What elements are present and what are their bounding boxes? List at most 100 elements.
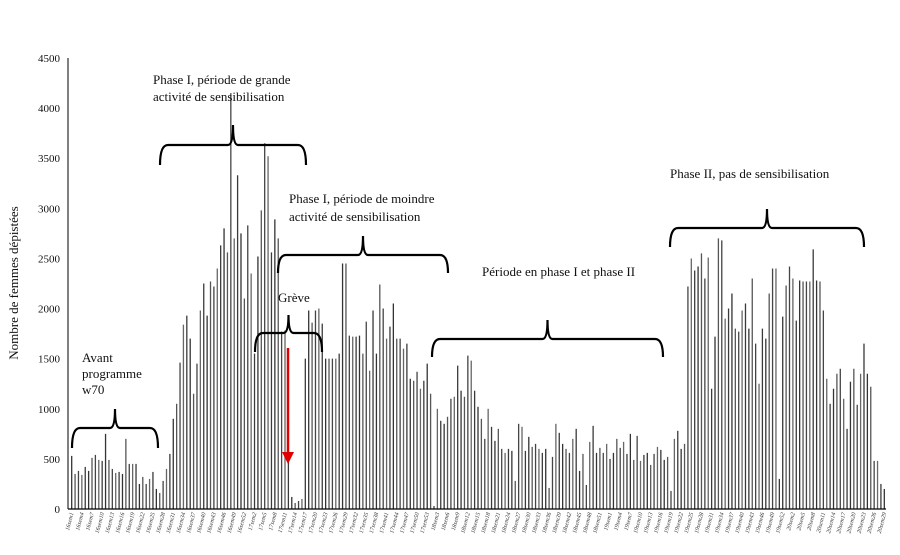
x-tick-label: 20sem20: [846, 512, 857, 534]
x-tick-label: 16sem40: [195, 512, 207, 534]
annotation-phase1-moindre-line2: activité de sensibilisation: [289, 209, 421, 224]
annotation-avant-line3: w70: [82, 382, 104, 397]
x-tick-label: 16sem46: [216, 512, 228, 534]
x-tick-label: 18sem51: [593, 512, 604, 534]
red-arrow: [282, 348, 294, 464]
x-tick-label: 19sem52: [775, 512, 786, 534]
x-tick-label: 17sem44: [388, 512, 400, 534]
x-tick-label: 17sem53: [420, 512, 431, 534]
annotation-phase1-grande-line1: Phase I, période de grande: [153, 72, 291, 87]
x-tick-label: 16sem22: [135, 512, 146, 534]
annotation-phase2: Phase II, pas de sensibilisation: [670, 166, 830, 181]
x-tick-label: 18sem39: [552, 512, 563, 534]
x-tick-label: 19sem13: [643, 512, 654, 534]
x-tick-label: 17sem32: [349, 512, 360, 534]
x-tick-label: 16sem16: [115, 512, 126, 534]
x-tick-label: 16sem25: [146, 512, 157, 534]
x-tick-label: 18sem45: [571, 512, 583, 534]
x-tick-label: 16sem43: [206, 512, 218, 534]
x-tick-label: 18sem24: [500, 512, 512, 534]
brace-phase1-grande: [158, 124, 308, 166]
x-tick-label: 18sem15: [471, 512, 482, 534]
x-tick-label: 18sem21: [491, 512, 502, 534]
y-tick-label: 4000: [38, 103, 61, 115]
x-tick-label: 19sem49: [764, 512, 776, 534]
x-tick-label: 18sem27: [511, 511, 523, 534]
x-tick-label: 18sem36: [542, 512, 553, 534]
x-tick-label: 19sem43: [744, 512, 756, 534]
x-tick-label: 16sem19: [125, 512, 136, 534]
x-tick-label: 17sem8: [268, 512, 279, 531]
x-tick-label: 17sem26: [328, 512, 339, 534]
x-tick-label: 17sem41: [378, 512, 390, 534]
brace-greve: [253, 314, 324, 353]
x-tick-label: 20sem14: [825, 512, 837, 534]
x-tick-label: 16sem34: [175, 512, 187, 534]
x-tick-label: 20sem5: [796, 512, 807, 531]
x-tick-label: 17sem14: [287, 512, 299, 534]
x-tick-label: 18sem12: [460, 512, 471, 534]
y-axis-label: Nombre de femmes dépistées: [6, 206, 21, 359]
x-tick-label: 19sem1: [603, 512, 614, 531]
x-tick-label: 16sem28: [156, 512, 167, 534]
y-tick-label: 1000: [38, 404, 61, 416]
x-tick-label: 17sem35: [359, 512, 370, 534]
x-tick-label: 16sem10: [95, 512, 106, 534]
x-tick-label: 19sem37: [725, 511, 737, 534]
x-tick-label: 20sem26: [867, 512, 878, 534]
x-tick-label: 16sem4: [74, 512, 86, 532]
x-tick-label: 20sem8: [807, 512, 818, 531]
annotation-phase1-moindre-line1: Phase I, période de moindre: [289, 191, 435, 206]
x-tick-label: 16sem13: [105, 512, 116, 534]
annotation-avant-line1: Avant: [82, 350, 113, 365]
x-tick-label: 19sem28: [694, 512, 705, 534]
x-tick-label: 19sem25: [684, 512, 695, 534]
x-tick-label: 20sem29: [877, 512, 888, 534]
x-tick-label: 17sem5: [258, 512, 269, 531]
x-tick-label: 18sem3: [431, 512, 442, 531]
x-tick-label: 17sem17: [298, 511, 310, 534]
x-tick-label: 18sem42: [561, 512, 573, 534]
brace-avant: [70, 408, 160, 449]
x-tick-label: 17sem23: [318, 512, 329, 534]
x-tick-label: 17sem2: [248, 512, 259, 531]
annotation-periode-mixte: Période en phase I et phase II: [482, 264, 635, 279]
x-tick-label: 16sem1: [65, 512, 76, 531]
brace-phase1-moindre: [276, 235, 450, 274]
y-tick-label: 1500: [38, 354, 61, 366]
x-tick-label: 16sem52: [237, 512, 248, 534]
x-tick-label: 17sem38: [369, 512, 380, 534]
x-tick-label: 20sem23: [857, 512, 868, 534]
x-tick-label: 19sem46: [754, 512, 766, 534]
y-tick-label: 3000: [38, 203, 61, 215]
brace-phase2: [668, 208, 866, 248]
x-tick-label: 19sem16: [653, 512, 664, 534]
x-tick-label: 19sem40: [734, 512, 746, 534]
x-tick-label: 18sem6: [441, 512, 452, 531]
annotation-phase1-grande-line2: activité de sensibilisation: [153, 89, 285, 104]
x-tick-label: 20sem11: [816, 512, 827, 534]
x-tick-label: 16sem37: [186, 511, 198, 534]
x-tick-label: 16sem7: [85, 511, 96, 531]
y-tick-label: 3500: [38, 153, 61, 165]
x-tick-label: 19sem10: [633, 512, 644, 534]
y-tick-label: 500: [44, 454, 61, 466]
x-tick-label: 20sem2: [786, 512, 797, 531]
y-tick-label: 4500: [38, 53, 61, 65]
x-tick-label: 18sem30: [521, 512, 532, 534]
y-tick-label: 2000: [38, 304, 61, 316]
x-tick-label: 18sem18: [481, 512, 492, 534]
x-tick-label: 17sem11: [278, 512, 289, 534]
x-tick-label: 17sem50: [410, 512, 421, 534]
x-tick-label: 19sem34: [713, 512, 725, 534]
annotation-avant-line2: programme: [82, 366, 142, 381]
x-tick-label: 19sem19: [664, 512, 675, 534]
x-tick-label: 16sem31: [166, 512, 177, 534]
y-tick-label: 0: [55, 504, 61, 516]
annotation-greve: Grève: [278, 290, 310, 305]
x-tick-label: 18sem33: [532, 512, 543, 534]
x-tick-label: 19sem31: [704, 512, 715, 534]
x-tick-label: 17sem29: [339, 512, 350, 534]
x-tick-label: 19sem22: [674, 512, 685, 534]
